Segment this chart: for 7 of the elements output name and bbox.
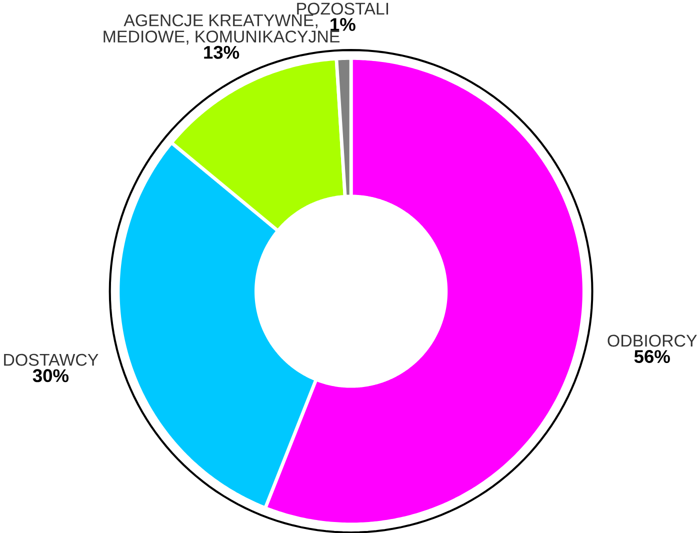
data-label: 1% [330, 18, 356, 31]
slice-label: ODBIORCY [608, 334, 697, 346]
slice-label: DOSTAWCY [4, 354, 98, 366]
slice-label: POZOSTALI [297, 2, 388, 14]
data-label: 56% [634, 350, 670, 363]
data-label: 13% [204, 46, 240, 59]
data-label: 30% [32, 368, 69, 382]
